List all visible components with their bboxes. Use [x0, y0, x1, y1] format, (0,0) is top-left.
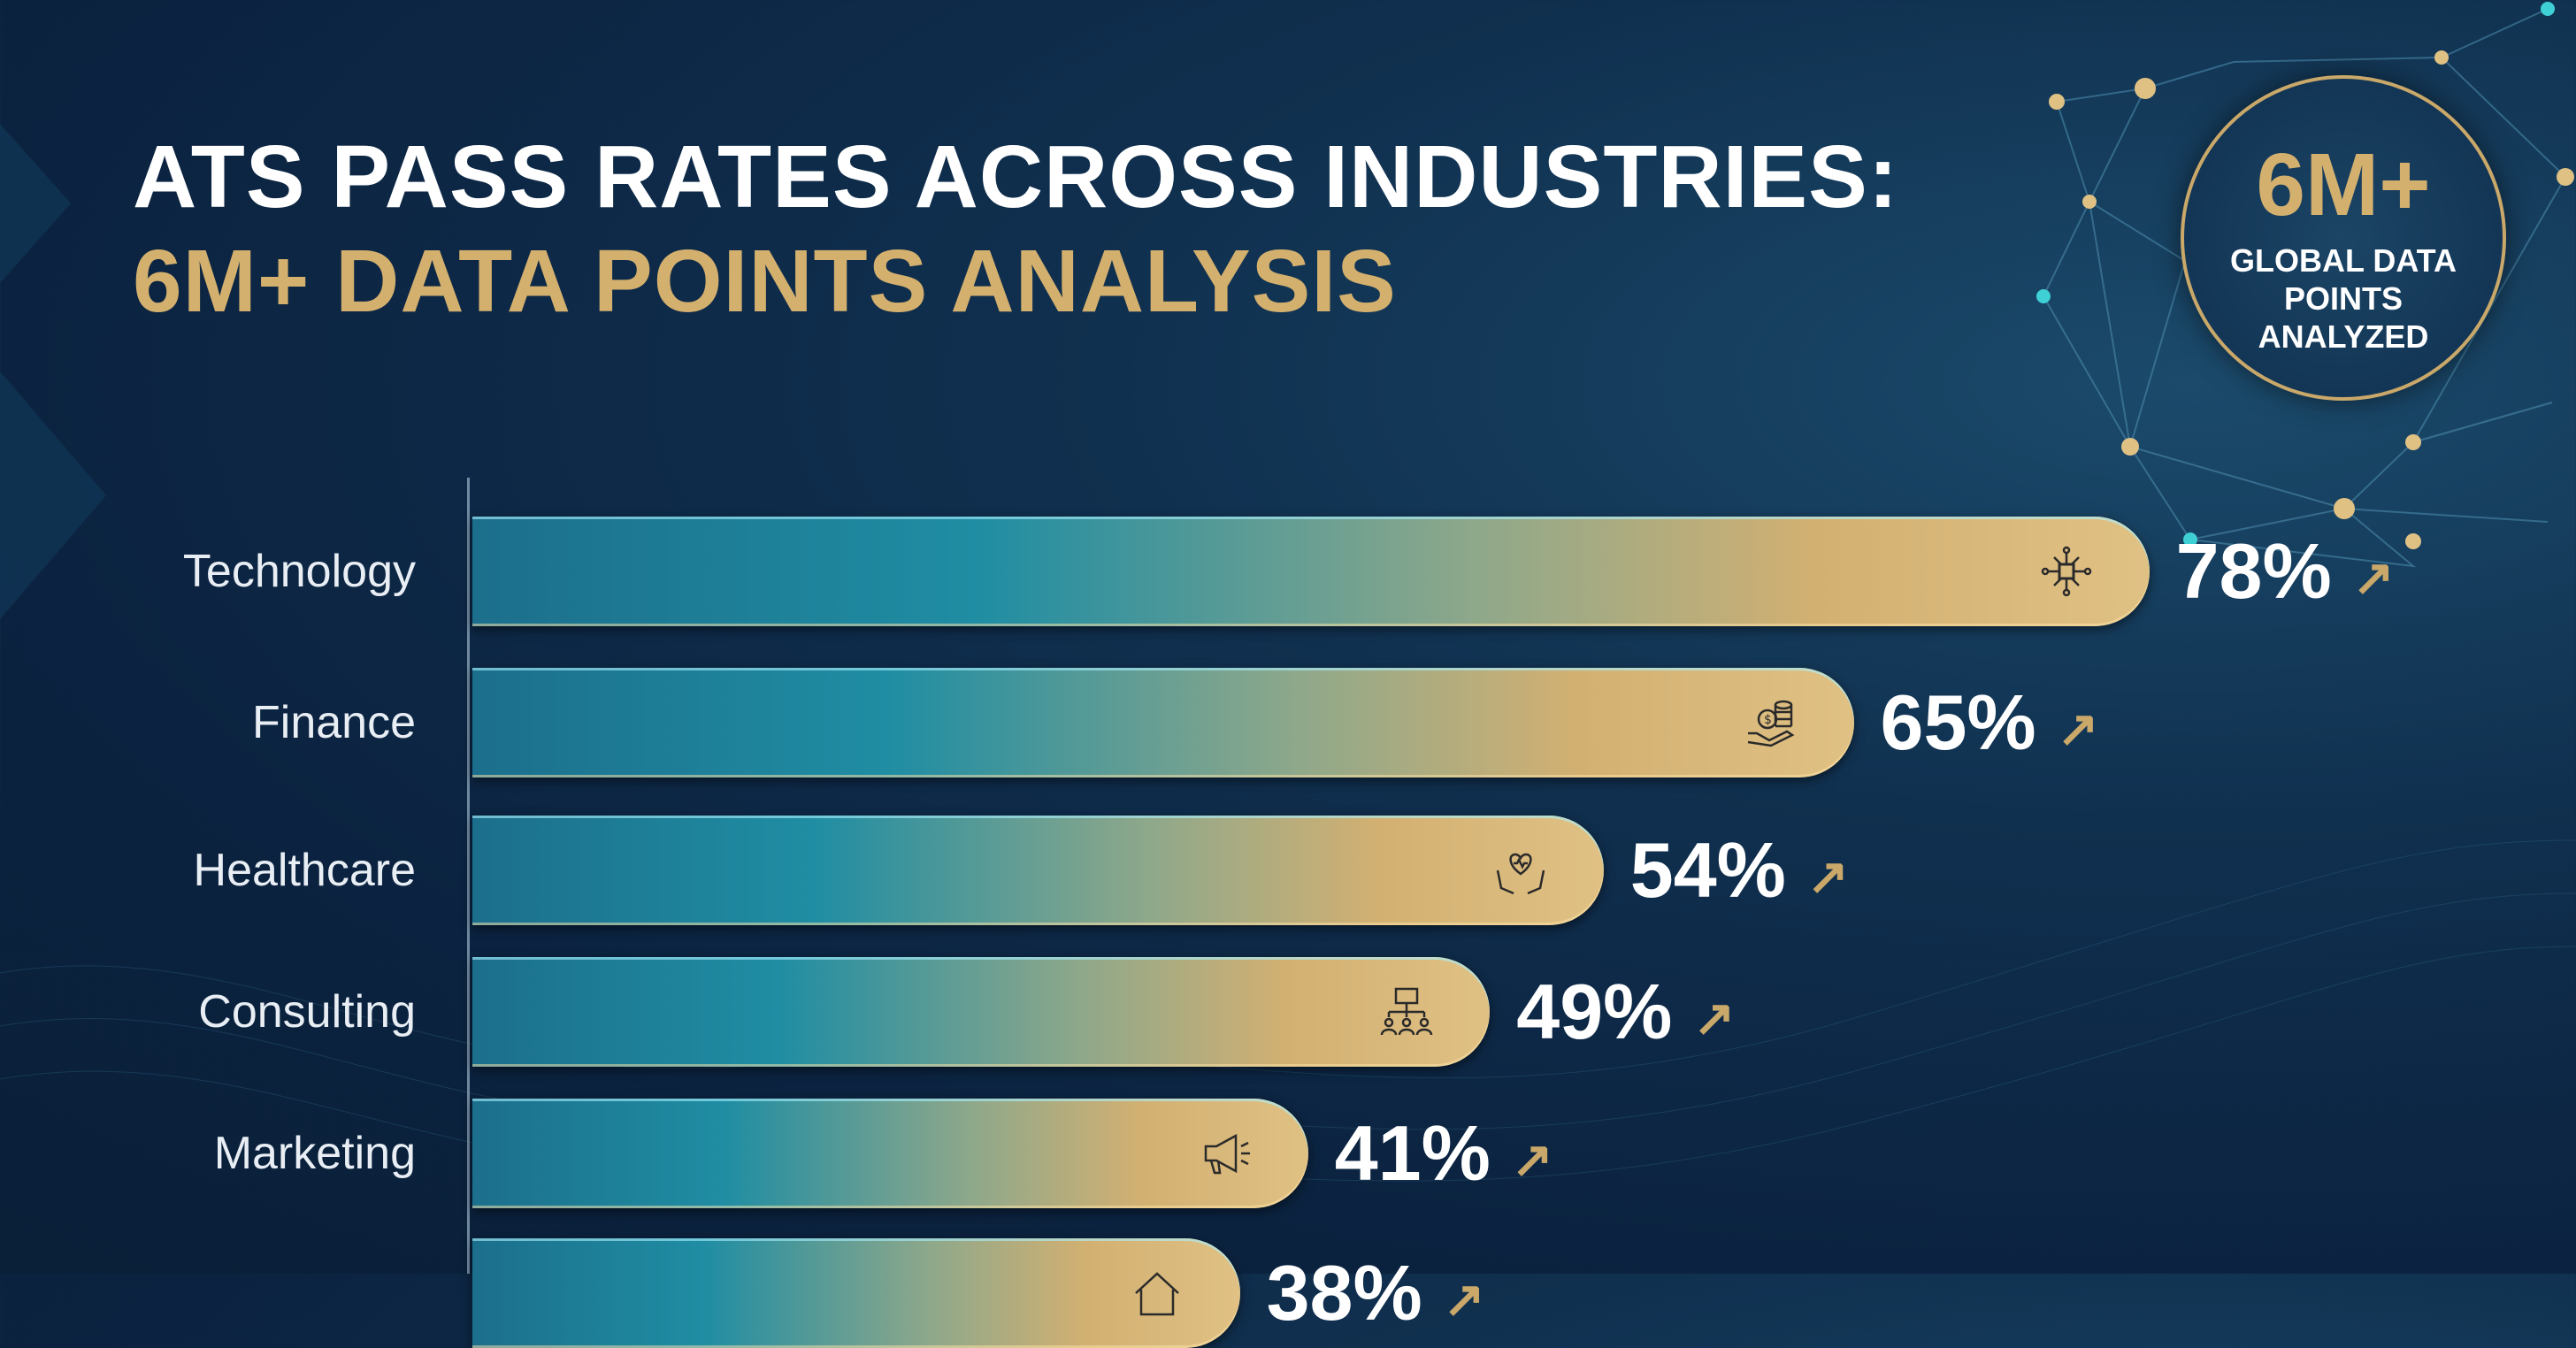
trend-up-arrow-icon: ↗	[2352, 548, 2395, 605]
network-background	[0, 2, 2576, 1182]
badge-value: 6M+	[2256, 135, 2431, 234]
category-label: Healthcare	[193, 845, 416, 896]
org-chart-icon	[1381, 987, 1433, 1036]
value-text: 49%	[1516, 968, 1673, 1055]
data-points-badge: 6M+ GLOBAL DATA POINTS ANALYZED	[2181, 75, 2506, 401]
category-label: Marketing	[213, 1128, 416, 1179]
bar: $	[472, 668, 1854, 777]
bar	[472, 1099, 1308, 1208]
bar	[472, 957, 1491, 1067]
trend-up-arrow-icon: ↗	[1806, 847, 1849, 904]
bar	[472, 517, 2150, 626]
badge-caption: GLOBAL DATA POINTS ANALYZED	[2230, 242, 2457, 356]
house-icon	[1134, 1272, 1179, 1316]
category-label: Consulting	[198, 986, 416, 1038]
value-text: 65%	[1880, 678, 2036, 766]
value-label: 41% ↗	[1335, 1114, 1553, 1192]
value-label: 78% ↗	[2176, 532, 2395, 610]
trend-up-arrow-icon: ↗	[1511, 1130, 1553, 1187]
category-label: Technology	[182, 546, 416, 597]
trend-up-arrow-icon: ↗	[1443, 1270, 1485, 1327]
value-text: 41%	[1334, 1109, 1491, 1197]
value-label: 49% ↗	[1516, 973, 1735, 1051]
svg-text:$: $	[1764, 713, 1772, 727]
heart-hands-icon	[1496, 853, 1545, 895]
circuit-chip-icon	[2041, 546, 2091, 597]
chart-title-line1: ATS PASS RATES ACROSS INDUSTRIES:	[133, 127, 1899, 226]
value-label: 54% ↗	[1630, 831, 1849, 909]
value-text: 38%	[1266, 1249, 1422, 1337]
value-text: 78%	[2175, 527, 2332, 615]
y-axis-line	[467, 478, 470, 1274]
trend-up-arrow-icon: ↗	[2057, 700, 2099, 756]
bar	[472, 816, 1604, 925]
chart-title-line2: 6M+ DATA POINTS ANALYSIS	[133, 232, 1397, 331]
category-label: Finance	[252, 697, 416, 748]
coins-hand-icon: $	[1747, 700, 1794, 747]
value-text: 54%	[1629, 826, 1786, 914]
value-label: 65% ↗	[1881, 684, 2099, 762]
trend-up-arrow-icon: ↗	[1693, 989, 1736, 1045]
bar	[472, 1238, 1240, 1348]
megaphone-icon	[1204, 1133, 1250, 1175]
value-label: 38% ↗	[1267, 1254, 1485, 1332]
